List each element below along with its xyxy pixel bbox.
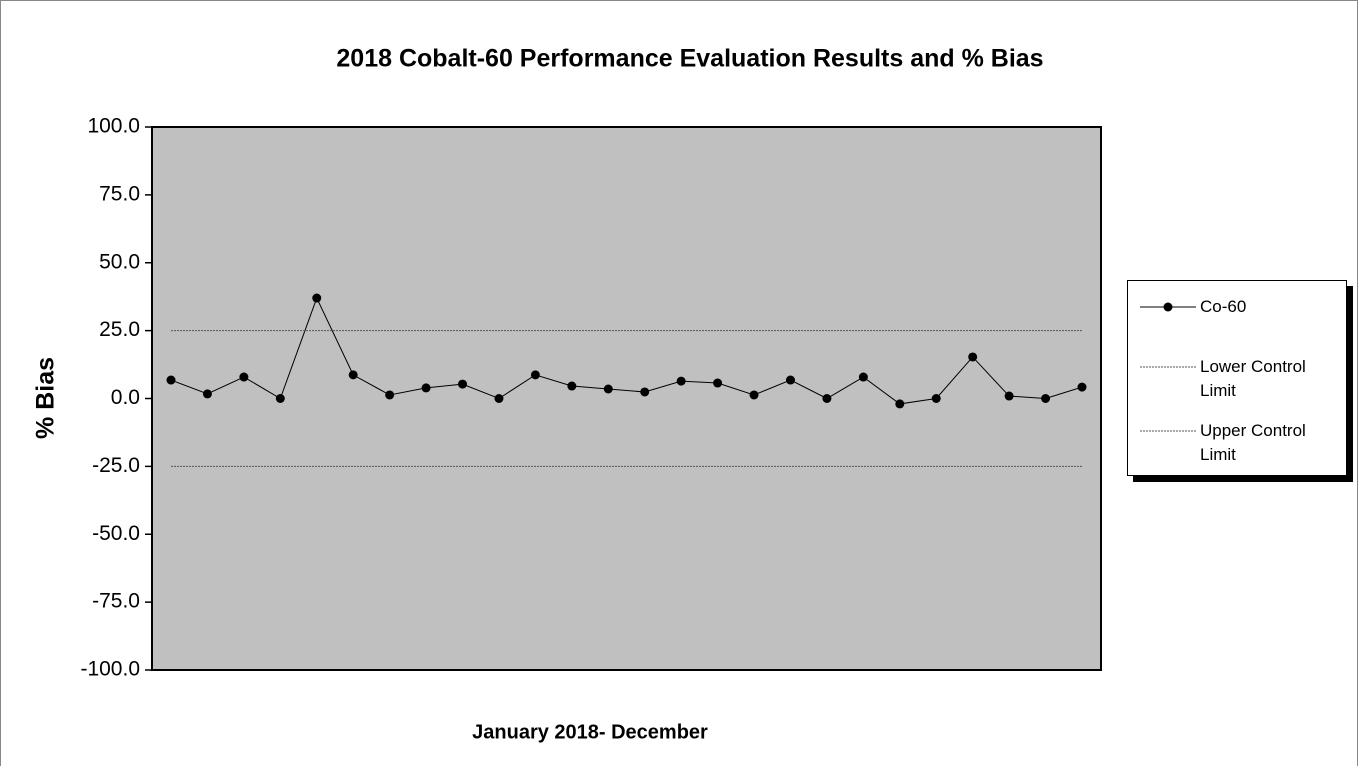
data-point: [858, 372, 868, 382]
legend-label: Lower Control Limit: [1200, 357, 1306, 400]
y-tick-label: 100.0: [87, 115, 140, 138]
legend-item: Lower Control Limit: [1140, 355, 1320, 403]
legend-swatch: [1140, 302, 1196, 312]
chart-title: 2018 Cobalt-60 Performance Evaluation Re…: [336, 45, 1043, 73]
plot-area: [151, 126, 1102, 671]
y-tick-label: -25.0: [92, 454, 140, 477]
data-point: [640, 387, 650, 397]
data-point: [1041, 394, 1051, 403]
data-point: [1077, 382, 1087, 392]
data-point: [785, 375, 795, 385]
y-tick-label: 50.0: [99, 250, 140, 273]
data-point: [239, 372, 249, 382]
data-point: [822, 394, 832, 403]
data-point: [603, 384, 613, 394]
legend-label: Upper Control Limit: [1200, 421, 1306, 464]
data-point: [275, 394, 285, 403]
data-point: [676, 376, 686, 386]
x-axis-label: January 2018- December: [472, 721, 708, 743]
legend-marker: [1163, 302, 1173, 312]
y-tick-label: 25.0: [99, 318, 140, 341]
legend-item: Co-60: [1140, 295, 1340, 319]
data-point: [1004, 391, 1014, 401]
data-point: [530, 370, 540, 380]
y-tick-label: 75.0: [99, 182, 140, 205]
data-point: [202, 389, 212, 399]
series-line: [170, 296, 1083, 405]
data-point: [968, 352, 978, 362]
y-tick-label: 0.0: [111, 386, 140, 409]
data-point: [931, 394, 941, 403]
data-point: [895, 399, 905, 409]
legend-swatch: [1140, 366, 1196, 368]
data-point: [385, 390, 395, 400]
legend-label: Co-60: [1200, 297, 1247, 316]
data-point: [567, 381, 577, 391]
data-point: [749, 390, 759, 400]
legend: Co-60 Lower Control Limit Upper Control Li…: [1127, 280, 1347, 476]
legend-swatch: [1140, 430, 1196, 432]
data-point: [494, 394, 504, 403]
legend-item: Upper Control Limit: [1140, 419, 1320, 467]
y-tick-label: -75.0: [92, 590, 140, 613]
data-point: [348, 370, 358, 380]
data-point: [458, 379, 468, 389]
data-point: [421, 383, 431, 393]
data-point: [166, 375, 176, 385]
data-point: [713, 378, 723, 388]
y-tick-label: -100.0: [80, 658, 140, 681]
data-point: [312, 293, 322, 303]
y-tick-label: -50.0: [92, 522, 140, 545]
y-axis-label: % Bias: [32, 357, 60, 439]
